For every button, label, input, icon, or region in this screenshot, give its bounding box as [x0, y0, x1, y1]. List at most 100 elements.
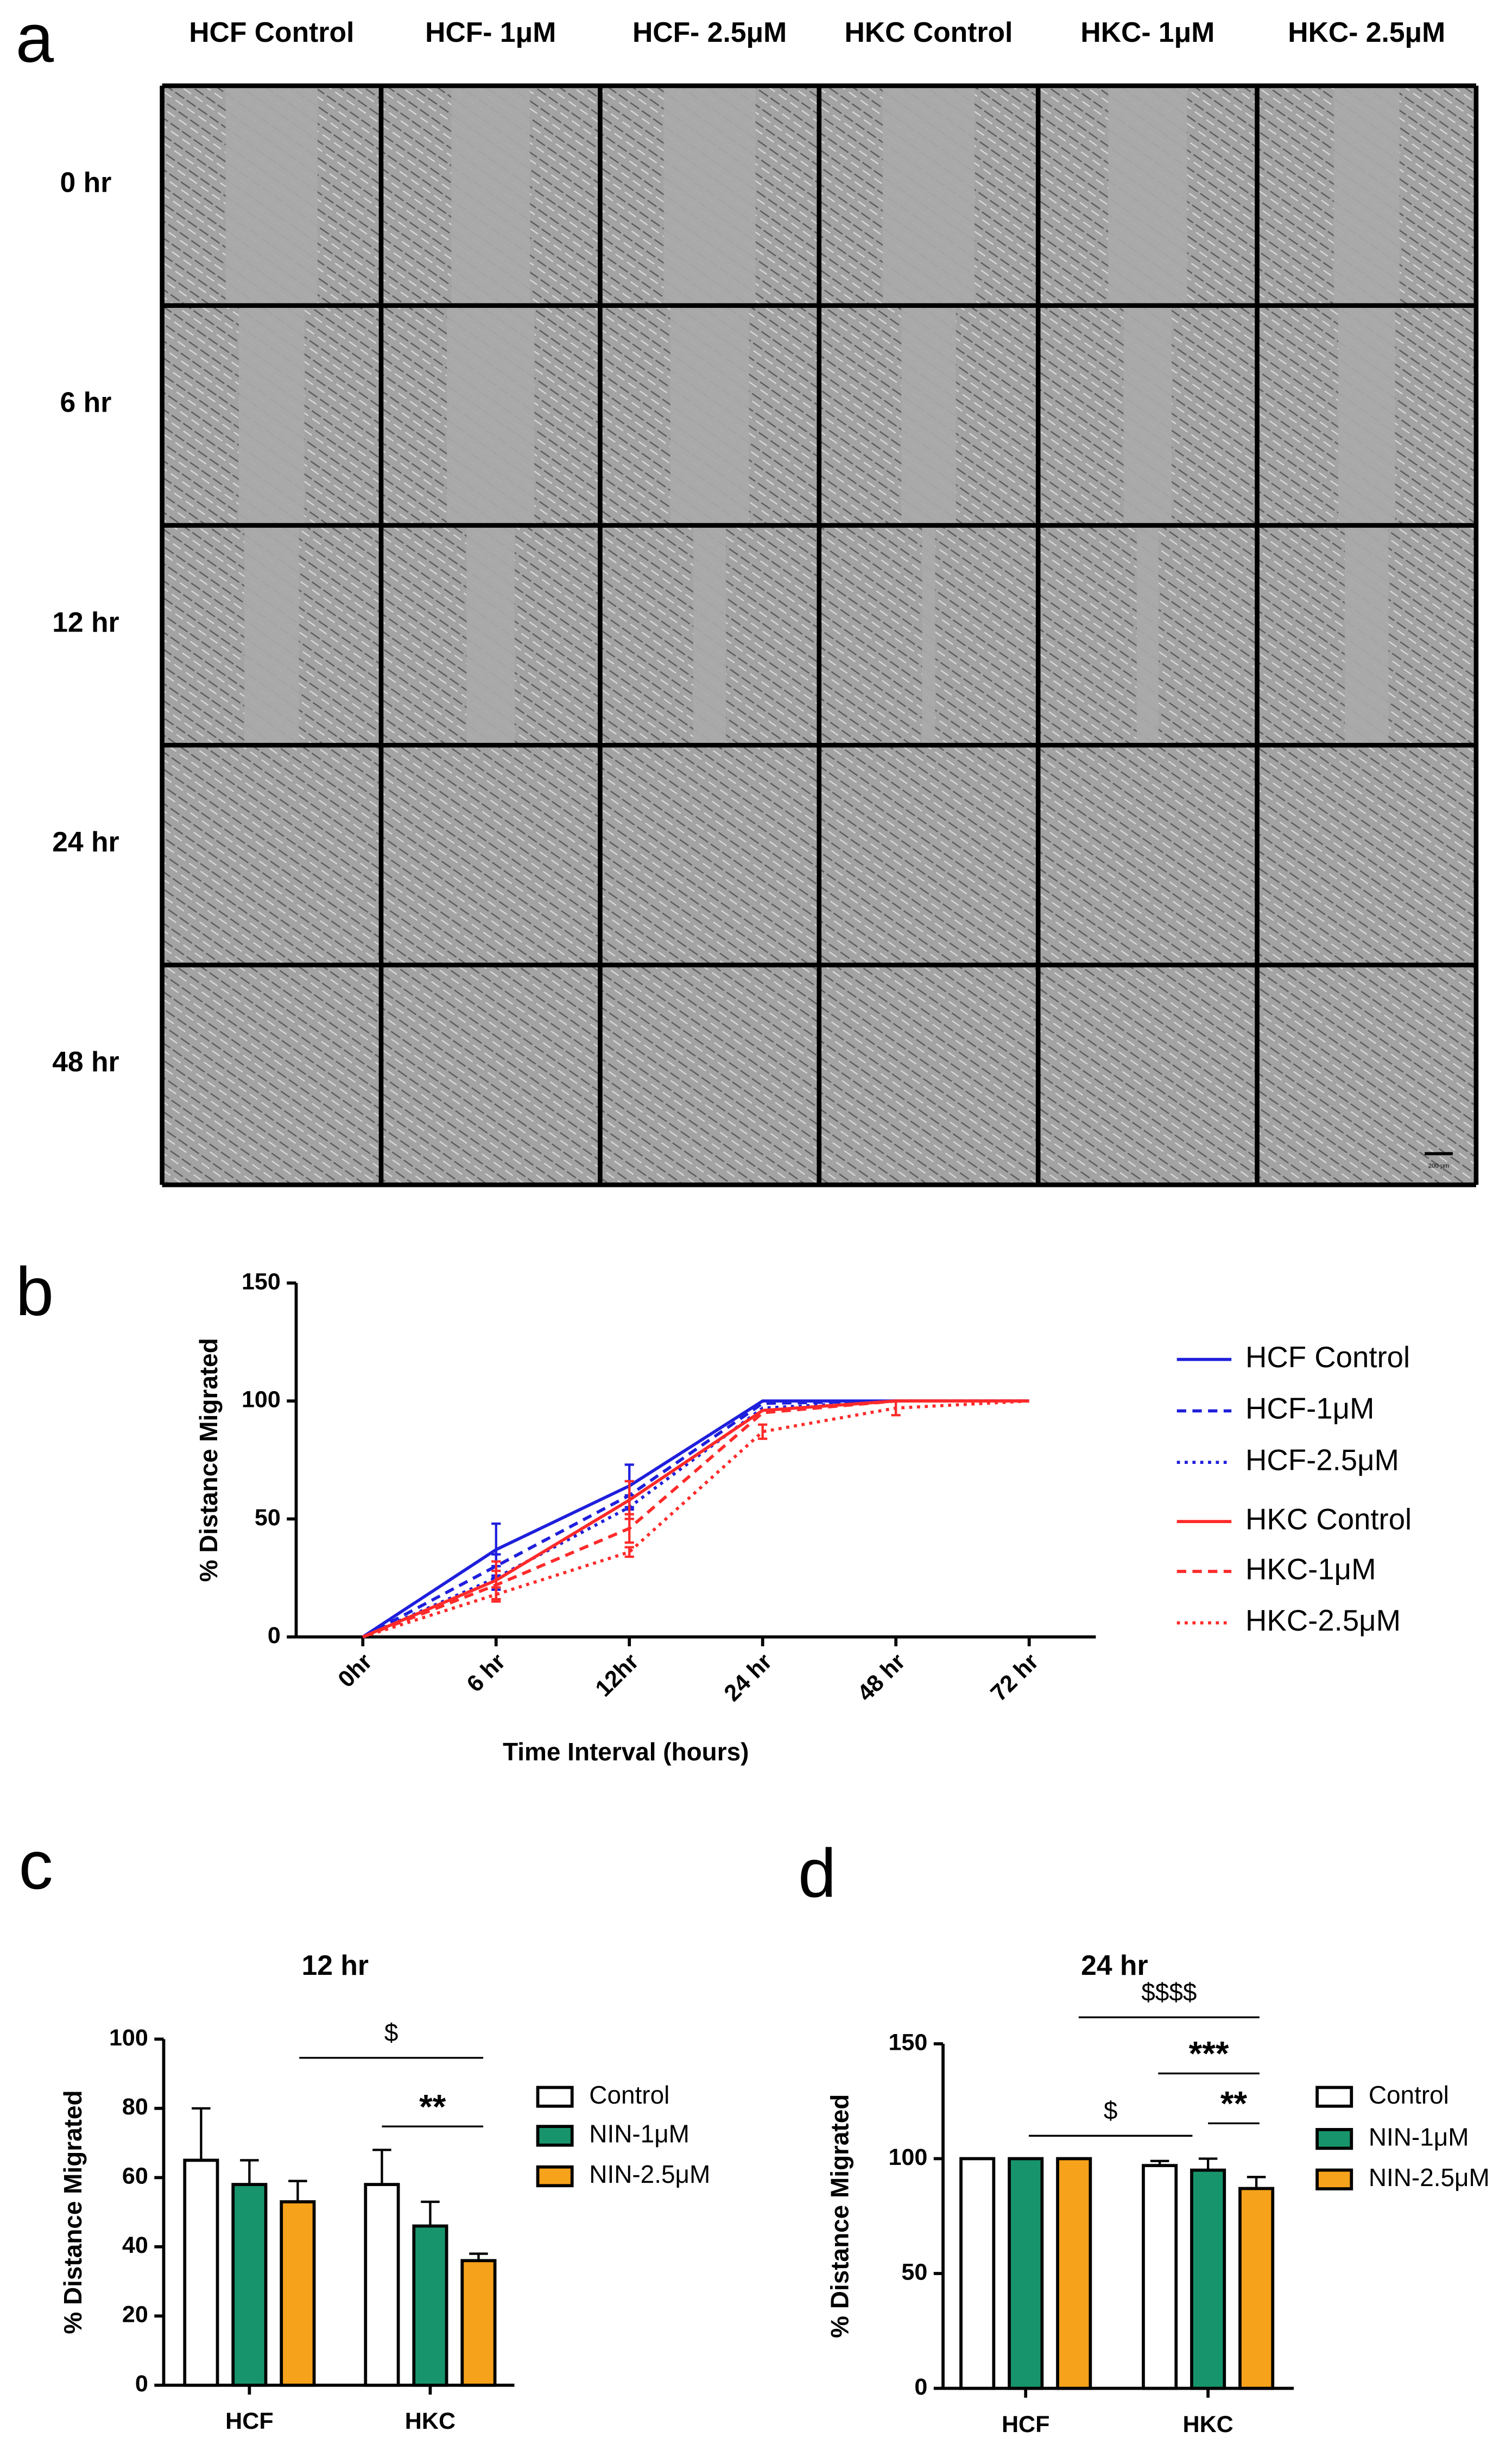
series-line: [362, 1399, 1029, 1639]
bar: [231, 2183, 268, 2387]
column-header: HKC- 1μM: [1080, 16, 1214, 48]
bar: [1190, 2168, 1226, 2390]
bar: [183, 2158, 219, 2387]
scratch-gap: [244, 525, 299, 746]
scratch-gap: [1344, 525, 1389, 746]
error-bar: [469, 2252, 488, 2262]
significance-label: **: [1220, 2085, 1248, 2123]
error-bar: [421, 2200, 440, 2227]
y-tick-label: 0: [268, 1622, 281, 1649]
panel-label: b: [16, 1253, 54, 1330]
row-label: 24 hr: [52, 826, 119, 857]
significance-label: **: [419, 2088, 446, 2126]
scratch-gap: [693, 525, 726, 746]
scratch-gap: [451, 85, 530, 306]
chart-title: 12 hr: [302, 1949, 369, 1981]
significance-label: ***: [1189, 2035, 1229, 2073]
significance-label: $: [1104, 2096, 1118, 2124]
legend-label: HKC-2.5μM: [1245, 1604, 1401, 1637]
micrograph: [162, 745, 382, 965]
micrograph: [381, 965, 600, 1185]
chart-title: 24 hr: [1081, 1949, 1148, 1981]
bar: [1238, 2187, 1275, 2390]
scratch-gap: [1136, 525, 1159, 746]
significance-label: $: [384, 2018, 398, 2047]
micrograph: [381, 745, 600, 965]
column-header: HCF- 2.5μM: [632, 16, 787, 48]
scratch-gap: [466, 525, 515, 746]
bar: [1142, 2164, 1178, 2390]
y-tick-label: 0: [914, 2374, 927, 2400]
error-bar: [192, 2107, 211, 2162]
row-label: 6 hr: [60, 387, 112, 418]
scratch-gap: [1108, 85, 1187, 306]
y-tick-label: 50: [255, 1505, 281, 1531]
row-label: 12 hr: [52, 606, 119, 637]
column-header: HCF Control: [189, 16, 354, 48]
series-line: [362, 1399, 1029, 1639]
bar: [460, 2259, 497, 2387]
error-bar: [491, 1586, 501, 1603]
x-tick-label: 12hr: [591, 1649, 644, 1702]
error-bar: [288, 2180, 307, 2203]
x-tick-label: HKC: [1182, 2411, 1233, 2437]
legend-label: HCF-2.5μM: [1245, 1443, 1399, 1476]
error-bar: [1247, 2176, 1266, 2190]
bar: [364, 2183, 400, 2387]
legend-swatch: [1315, 2128, 1353, 2150]
legend-label: HCF Control: [1245, 1341, 1410, 1374]
y-tick-label: 150: [242, 1268, 281, 1294]
scratch-gap: [922, 525, 935, 746]
scratch-gap: [225, 85, 318, 306]
legend-label: Control: [1369, 2081, 1449, 2109]
y-tick-label: 40: [122, 2232, 148, 2258]
row-label: 48 hr: [52, 1046, 119, 1077]
y-axis-label: % Distance Migrated: [194, 1338, 223, 1582]
micrograph: [600, 745, 819, 965]
y-tick-label: 60: [122, 2163, 148, 2189]
legend-label: HCF-1μM: [1245, 1392, 1374, 1425]
x-tick-label: 6 hr: [462, 1649, 511, 1697]
panel-label: c: [18, 1827, 53, 1904]
bar: [280, 2200, 316, 2387]
x-tick-label: 0hr: [333, 1649, 377, 1693]
legend-swatch: [1315, 2168, 1353, 2190]
scratch-gap: [1333, 85, 1400, 306]
bar: [1056, 2157, 1092, 2390]
scratch-gap: [663, 85, 756, 306]
micrograph: [162, 965, 382, 1185]
error-bar: [1150, 2159, 1169, 2167]
y-tick-label: 100: [242, 1387, 281, 1413]
scratch-gap: [882, 85, 975, 306]
y-tick-label: 0: [135, 2371, 148, 2397]
micrograph: [1257, 965, 1476, 1185]
row-label: 0 hr: [60, 167, 112, 198]
micrograph: [1257, 745, 1476, 965]
x-tick-label: HKC: [405, 2408, 456, 2434]
scratch-gap: [238, 305, 305, 526]
error-bar: [758, 1423, 768, 1440]
column-header: HKC- 2.5μM: [1288, 16, 1445, 48]
significance-label: $$$$: [1141, 1978, 1197, 2006]
x-tick-label: HCF: [1002, 2411, 1049, 2437]
legend-label: NIN-2.5μM: [1369, 2163, 1490, 2192]
legend-swatch: [536, 2165, 574, 2188]
y-tick-label: 20: [122, 2302, 148, 2328]
bar: [1008, 2157, 1044, 2390]
panel-label: a: [16, 0, 54, 77]
x-tick-label: HCF: [225, 2408, 273, 2434]
micrograph: [819, 745, 1039, 965]
scratch-gap: [447, 305, 535, 526]
scratch-gap: [670, 305, 749, 526]
panel-label: d: [798, 1835, 836, 1911]
scratch-gap: [1338, 305, 1395, 526]
error-bar: [891, 1399, 901, 1417]
y-axis-label: % Distance Migrated: [826, 2094, 854, 2338]
y-axis-label: % Distance Migrated: [59, 2090, 87, 2334]
series-line: [362, 1399, 1029, 1639]
error-bar: [1198, 2157, 1218, 2171]
y-tick-label: 80: [122, 2094, 148, 2120]
series-line: [362, 1399, 1029, 1639]
micrograph: [600, 965, 819, 1185]
